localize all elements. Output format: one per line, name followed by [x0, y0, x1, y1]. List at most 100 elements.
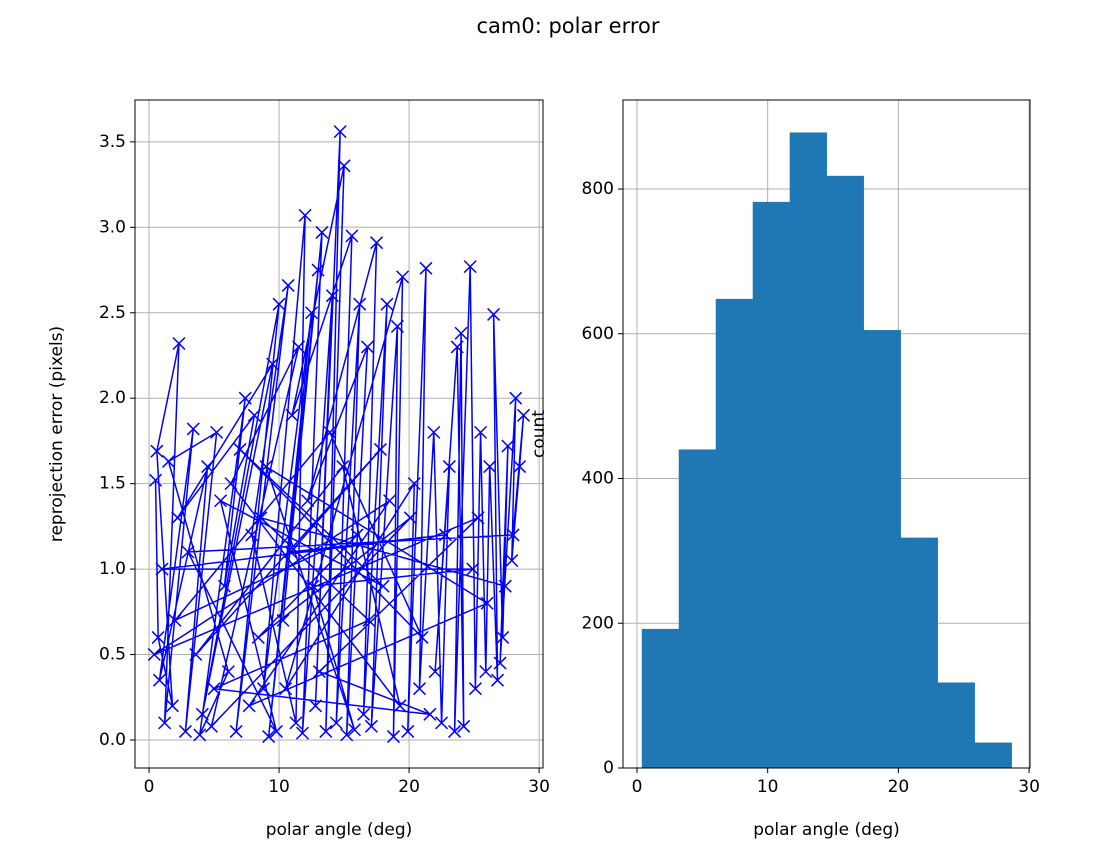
marker: [376, 579, 390, 593]
marker: [189, 648, 203, 662]
marker: [233, 442, 247, 456]
y-tick-label: 0.5: [99, 645, 126, 665]
y-tick-label: 1.5: [99, 474, 126, 494]
x-tick-label: 20: [888, 777, 910, 797]
marker: [181, 545, 195, 559]
marker: [262, 730, 276, 744]
marker: [412, 682, 427, 696]
marker: [340, 728, 354, 742]
marker: [493, 656, 507, 670]
marker: [195, 707, 209, 721]
marker: [323, 425, 337, 439]
y-tick-label: 1.0: [99, 559, 126, 579]
y-tick-label: 2.5: [99, 303, 126, 323]
marker: [479, 665, 493, 679]
axes-frame: [622, 99, 1031, 769]
marker: [251, 630, 265, 644]
marker: [448, 724, 462, 738]
marker: [350, 528, 364, 542]
y-tick-label: 200: [582, 613, 614, 633]
x-tick-label: 30: [1018, 777, 1040, 797]
marker: [435, 716, 449, 730]
marker: [505, 554, 519, 568]
x-tick-label: 10: [268, 777, 290, 797]
marker: [204, 719, 218, 733]
marker: [386, 730, 401, 744]
marker: [337, 159, 351, 173]
marker: [305, 306, 319, 320]
plot-area: [641, 132, 1012, 768]
y-axis-label: reprojection error (pixels): [47, 326, 67, 542]
marker: [490, 673, 505, 687]
marker: [284, 545, 298, 559]
bar: [826, 175, 865, 768]
marker: [373, 442, 388, 456]
marker: [474, 425, 488, 439]
marker: [269, 724, 283, 738]
marker: [506, 528, 520, 542]
marker: [165, 699, 179, 713]
marker: [292, 340, 306, 354]
y-tick-label: 3.0: [99, 217, 126, 237]
y-tick-label: 2.0: [99, 388, 126, 408]
marker: [224, 477, 238, 491]
marker: [457, 719, 471, 733]
marker: [289, 716, 303, 730]
marker: [308, 699, 322, 713]
marker: [364, 719, 378, 733]
marker: [306, 579, 320, 593]
marker: [450, 340, 464, 354]
marker: [353, 297, 367, 311]
x-tick-label: 10: [757, 777, 779, 797]
marker: [362, 613, 376, 627]
marker: [151, 630, 165, 644]
marker: [370, 236, 384, 250]
y-tick-label: 0.0: [99, 730, 126, 750]
bar: [678, 449, 717, 768]
marker: [501, 439, 515, 453]
marker: [245, 528, 259, 542]
x-axis-label: polar angle (deg): [753, 820, 900, 840]
marker: [390, 319, 404, 333]
marker: [279, 682, 293, 696]
marker: [336, 460, 350, 474]
marker: [383, 494, 397, 508]
marker: [442, 460, 456, 474]
marker: [298, 208, 312, 222]
marker: [312, 665, 326, 679]
figure-title: cam0: polar error: [476, 14, 659, 38]
marker: [319, 724, 333, 738]
marker: [162, 454, 176, 468]
marker: [463, 260, 477, 274]
marker: [428, 665, 442, 679]
marker: [247, 408, 261, 422]
marker: [496, 630, 510, 644]
marker: [419, 261, 433, 275]
marker: [171, 511, 185, 525]
marker: [360, 340, 375, 354]
marker: [325, 289, 339, 303]
marker: [214, 494, 228, 508]
y-axis-label: count: [529, 410, 549, 458]
y-tick-label: 400: [582, 469, 614, 489]
marker: [172, 336, 186, 351]
data-line: [153, 131, 525, 737]
marker: [242, 699, 256, 713]
y-tick-label: 600: [582, 324, 614, 344]
x-tick-label: 20: [398, 777, 420, 797]
bar: [974, 742, 1012, 768]
marker: [407, 477, 421, 491]
bar: [641, 628, 680, 768]
marker: [513, 460, 527, 474]
marker: [403, 511, 417, 525]
marker: [207, 682, 221, 696]
marker: [315, 225, 329, 239]
bar: [715, 298, 754, 768]
bar: [937, 682, 975, 768]
axes-frame: [134, 99, 544, 769]
marker: [147, 648, 161, 662]
marker: [221, 665, 235, 679]
marker: [380, 297, 394, 311]
marker: [509, 391, 523, 405]
marker: [329, 716, 343, 730]
